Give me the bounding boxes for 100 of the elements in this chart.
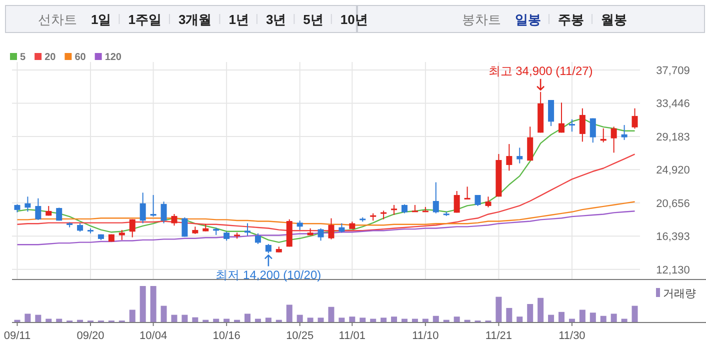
candlestick <box>224 231 230 242</box>
x-tick-label: 11/01 <box>338 330 366 342</box>
candlestick <box>24 196 31 212</box>
bar <box>380 318 387 322</box>
bar <box>402 318 408 322</box>
text: 5년 <box>303 12 324 27</box>
candlestick <box>254 232 261 245</box>
bar <box>171 314 178 322</box>
bar <box>150 286 156 322</box>
bar <box>286 304 292 322</box>
bar <box>35 314 42 322</box>
text: 3년 <box>266 12 286 27</box>
bar <box>213 318 220 322</box>
bar <box>548 314 554 322</box>
bar <box>558 312 564 322</box>
y-tick-label: 20,656 <box>656 198 690 210</box>
y-tick-label: 12,130 <box>656 264 690 276</box>
candlestick <box>579 108 586 142</box>
bar <box>496 296 502 322</box>
y-tick-label: 24,920 <box>656 164 690 177</box>
x-tick-label: 11/10 <box>412 330 439 342</box>
x-tick-label: 09/11 <box>4 330 31 342</box>
text: 봉차트 <box>462 12 501 27</box>
bar <box>46 318 52 322</box>
bar <box>621 318 628 322</box>
bar <box>296 314 303 322</box>
bar <box>432 316 439 322</box>
bar <box>506 308 512 322</box>
x-tick-label: 10/04 <box>140 330 168 342</box>
bar <box>360 318 366 322</box>
bar <box>24 314 31 322</box>
bar <box>600 316 606 322</box>
text: 3개월 <box>178 12 212 27</box>
candlestick <box>150 194 156 218</box>
x-tick-label: 11/21 <box>485 330 512 342</box>
bar <box>391 316 398 322</box>
bar <box>56 318 62 322</box>
bar <box>182 314 188 322</box>
bar <box>422 318 428 322</box>
bar <box>412 318 418 322</box>
text: 일봉 <box>515 12 541 27</box>
bar <box>454 316 460 322</box>
candlestick <box>464 186 470 200</box>
text: 주봉 <box>558 12 584 27</box>
bar <box>140 286 146 322</box>
x-tick-label: 11/30 <box>558 330 586 342</box>
bar <box>516 316 523 322</box>
candlestick <box>568 118 575 132</box>
candlestick <box>244 222 250 236</box>
bar <box>370 318 376 322</box>
candlestick <box>558 102 564 134</box>
candlestick <box>610 126 617 154</box>
bar <box>160 306 167 322</box>
candlestick <box>118 229 125 240</box>
candlestick <box>56 207 62 222</box>
bar <box>632 306 638 322</box>
text: 10년 <box>340 12 368 27</box>
legend-label: 거래량 <box>663 288 696 300</box>
text: 선차트 <box>38 12 77 27</box>
candlestick <box>35 198 42 221</box>
candlestick <box>506 144 512 172</box>
x-tick-label: 09/20 <box>76 330 104 342</box>
text: 1년 <box>228 12 249 27</box>
candlestick <box>296 220 303 230</box>
bar <box>579 310 586 322</box>
legend-label: 120 <box>104 52 122 63</box>
legend-label: 20 <box>44 52 56 63</box>
bar <box>129 310 136 322</box>
candlestick <box>485 196 492 208</box>
annotation: 최저 14,200 (10/20) <box>216 268 322 282</box>
bar <box>590 312 596 322</box>
legend-label: 60 <box>74 52 86 63</box>
bar <box>338 318 345 322</box>
candlestick <box>432 182 439 214</box>
bar <box>538 298 544 322</box>
x-tick-label: 10/25 <box>286 330 314 342</box>
bar <box>224 318 230 322</box>
candlestick <box>129 218 136 238</box>
annotation: 최고 34,900 (11/27) <box>488 64 593 78</box>
bar <box>349 316 356 322</box>
candlestick <box>140 192 146 224</box>
candlestick <box>516 147 523 164</box>
candlestick <box>548 99 554 127</box>
candlestick <box>318 228 324 242</box>
candlestick <box>590 118 596 144</box>
text: 1주일 <box>128 12 162 27</box>
candlestick <box>527 126 534 162</box>
bar <box>254 318 261 322</box>
y-tick-label: 29,183 <box>656 131 690 144</box>
bar <box>610 314 617 322</box>
bar <box>318 318 324 322</box>
candlestick <box>328 218 334 240</box>
bar <box>568 318 575 322</box>
candlestick <box>171 214 178 226</box>
bar <box>328 306 334 322</box>
candlestick <box>632 108 638 130</box>
text: 월봉 <box>601 12 627 27</box>
candlestick <box>265 244 272 254</box>
candlestick <box>338 222 345 234</box>
bar <box>265 318 272 322</box>
